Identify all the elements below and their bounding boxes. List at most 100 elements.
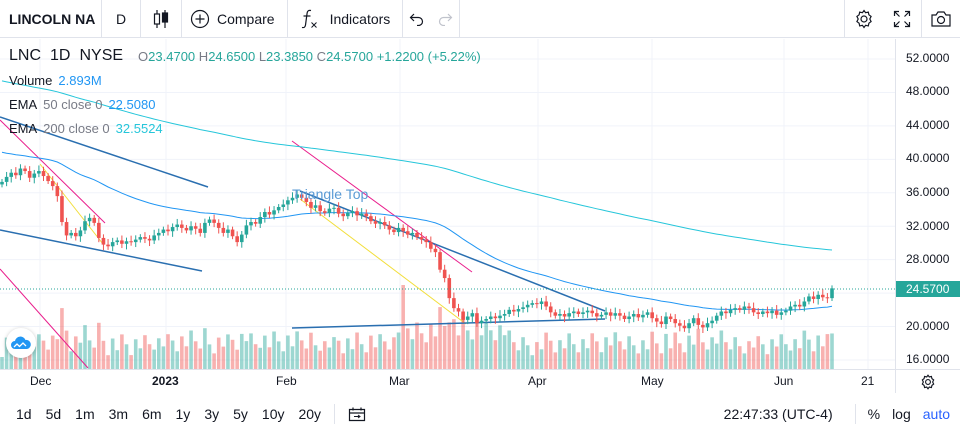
candle-body bbox=[784, 310, 788, 313]
candle-body bbox=[779, 312, 784, 315]
gear-icon bbox=[921, 373, 935, 390]
candle-body bbox=[774, 310, 779, 315]
candle-body bbox=[761, 311, 765, 315]
candle-body bbox=[687, 323, 691, 329]
trend-line bbox=[291, 140, 473, 273]
chart-canvas[interactable] bbox=[0, 39, 895, 369]
volume-bar bbox=[479, 335, 484, 369]
volume-bar bbox=[641, 340, 645, 369]
chart-type-button[interactable] bbox=[141, 0, 181, 38]
volume-bar bbox=[235, 349, 239, 369]
candle-body bbox=[765, 311, 770, 314]
candlestick-chart[interactable] bbox=[0, 39, 895, 369]
candle-body bbox=[272, 210, 276, 215]
candle-body bbox=[189, 226, 193, 231]
compare-button[interactable]: Compare bbox=[182, 0, 287, 38]
range-1y[interactable]: 1y bbox=[175, 405, 191, 422]
price-tick: 20.0000 bbox=[906, 319, 950, 333]
candle-body bbox=[627, 316, 631, 320]
axis-settings-button[interactable] bbox=[895, 369, 960, 393]
legend-title-row[interactable]: LNC 1D NYSE O23.4700 H24.6500 L23.3850 C… bbox=[9, 44, 481, 68]
range-1d[interactable]: 1d bbox=[16, 405, 32, 422]
candle-body bbox=[825, 297, 830, 299]
volume-bar bbox=[64, 330, 69, 369]
candle-body bbox=[110, 242, 115, 247]
range-5y[interactable]: 5y bbox=[233, 405, 248, 422]
divider bbox=[334, 403, 336, 424]
candle-body bbox=[92, 217, 97, 223]
auto-toggle[interactable]: auto bbox=[922, 405, 950, 422]
candle-body bbox=[78, 230, 83, 237]
range-1m[interactable]: 1m bbox=[75, 405, 95, 422]
volume-bar bbox=[272, 331, 276, 369]
legend-ema200-row[interactable]: EMA 200 close 0 32.5524 bbox=[9, 116, 481, 140]
volume-bar bbox=[728, 349, 733, 369]
candle-body bbox=[327, 208, 332, 213]
candle-body bbox=[120, 240, 124, 244]
candle-body bbox=[701, 324, 705, 328]
indicators-button[interactable]: Indicators bbox=[288, 0, 403, 38]
legend-ticker: LNC bbox=[9, 47, 42, 64]
candle-body bbox=[244, 225, 249, 235]
candle-body bbox=[124, 241, 129, 244]
undo-button[interactable] bbox=[403, 0, 431, 38]
interval-selector[interactable]: D bbox=[115, 10, 127, 27]
candle-body bbox=[544, 301, 548, 307]
trend-line bbox=[0, 116, 209, 188]
range-3m[interactable]: 3m bbox=[108, 405, 129, 422]
candle-body bbox=[558, 314, 562, 316]
candle-body bbox=[346, 212, 350, 217]
percent-toggle[interactable]: % bbox=[867, 405, 881, 422]
candle-body bbox=[714, 315, 719, 321]
volume-bar bbox=[299, 340, 304, 369]
candle-body bbox=[203, 222, 207, 233]
range-10y[interactable]: 10y bbox=[261, 405, 285, 422]
tradingview-logo-button[interactable] bbox=[6, 328, 36, 358]
range-6m[interactable]: 6m bbox=[142, 405, 162, 422]
fullscreen-button[interactable] bbox=[883, 0, 921, 38]
candle-body bbox=[585, 310, 590, 313]
go-to-date-button[interactable] bbox=[341, 394, 373, 433]
candle-body bbox=[650, 312, 654, 319]
candle-body bbox=[456, 308, 461, 312]
volume-bar bbox=[281, 351, 286, 369]
candle-body bbox=[9, 172, 14, 177]
candle-body bbox=[682, 325, 687, 329]
time-tick: Jun bbox=[774, 374, 794, 388]
range-3y[interactable]: 3y bbox=[204, 405, 220, 422]
symbol-search[interactable]: LINCOLN NA bbox=[9, 10, 96, 27]
camera-icon bbox=[931, 11, 951, 27]
candle-body bbox=[170, 227, 175, 232]
close-value: 24.5700 bbox=[326, 48, 374, 64]
candle-body bbox=[41, 171, 46, 177]
low-label: L bbox=[258, 48, 267, 64]
volume-bar bbox=[198, 348, 203, 369]
log-toggle[interactable]: log bbox=[892, 405, 911, 422]
snapshot-button[interactable] bbox=[922, 0, 960, 38]
clock[interactable]: 22:47:33 (UTC-4) bbox=[723, 405, 833, 422]
chart-legend: LNC 1D NYSE O23.4700 H24.6500 L23.3850 C… bbox=[9, 44, 481, 140]
pattern-annotation[interactable]: Triangle Top bbox=[292, 186, 369, 202]
candle-body bbox=[442, 269, 447, 279]
divider bbox=[140, 0, 141, 38]
candle-body bbox=[438, 252, 442, 270]
time-axis[interactable]: Dec 2023 Feb Mar Apr May Jun 21 bbox=[0, 369, 895, 393]
candle-body bbox=[659, 321, 664, 325]
range-5d[interactable]: 5d bbox=[45, 405, 62, 422]
plus-circle-icon bbox=[190, 9, 210, 28]
settings-button[interactable] bbox=[845, 0, 883, 38]
legend-volume-row[interactable]: Volume 2.893M bbox=[9, 68, 481, 92]
redo-button[interactable] bbox=[431, 0, 459, 38]
volume-bar bbox=[226, 334, 230, 369]
candle-body bbox=[719, 311, 724, 316]
candle-body bbox=[276, 206, 281, 211]
range-20y[interactable]: 20y bbox=[298, 405, 322, 422]
legend-ema50-row[interactable]: EMA 50 close 0 22.5080 bbox=[9, 92, 481, 116]
candle-body bbox=[696, 318, 701, 325]
price-axis[interactable]: 52.0000 48.0000 44.0000 40.0000 36.0000 … bbox=[895, 39, 960, 369]
close-label: C bbox=[316, 48, 327, 64]
candle-body bbox=[0, 181, 4, 185]
volume-bar bbox=[502, 335, 507, 369]
candle-body bbox=[73, 232, 78, 237]
candle-body bbox=[304, 197, 309, 202]
